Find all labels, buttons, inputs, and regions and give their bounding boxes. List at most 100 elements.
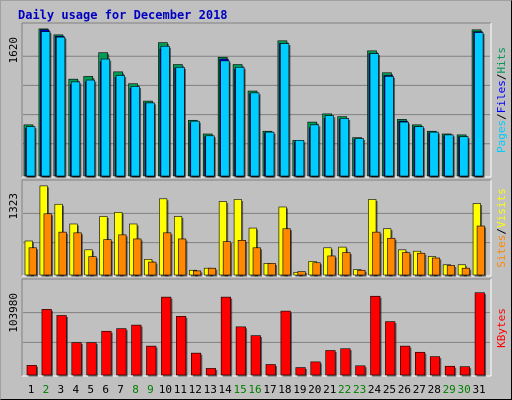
legend-kbytes: KBytes xyxy=(495,308,508,348)
bar-pages-day-26 xyxy=(399,121,409,177)
bar-sites-day-7 xyxy=(118,234,127,276)
bar-sites-day-17 xyxy=(267,263,276,276)
bar-kbytes-day-30 xyxy=(459,366,470,376)
bar-sites-day-15 xyxy=(237,240,246,276)
bar-kbytes-day-23 xyxy=(355,365,366,376)
bar-pages-day-28 xyxy=(429,131,439,177)
bar-sites-day-4 xyxy=(73,232,82,276)
bar-kbytes-day-5 xyxy=(86,342,97,376)
x-tick-label: 18 xyxy=(278,383,291,396)
bar-pages-day-3 xyxy=(56,36,66,177)
bar-sites-day-8 xyxy=(133,238,142,276)
bar-pages-day-21 xyxy=(324,115,335,177)
bar-sites-day-11 xyxy=(178,238,187,276)
x-tick-label: 19 xyxy=(293,383,306,396)
x-tick-label: 4 xyxy=(72,383,79,396)
bar-kbytes-day-4 xyxy=(71,342,82,376)
bar-kbytes-day-12 xyxy=(190,352,202,376)
bar-pages-day-7 xyxy=(115,75,125,177)
x-tick-label: 8 xyxy=(132,383,139,396)
bar-sites-day-14 xyxy=(222,241,231,276)
bar-sites-day-2 xyxy=(43,213,52,276)
bar-pages-day-5 xyxy=(85,79,96,177)
bar-kbytes-day-8 xyxy=(131,324,142,376)
bar-sites-day-19 xyxy=(297,271,306,276)
bar-pages-day-6 xyxy=(100,58,110,177)
bar-kbytes-day-26 xyxy=(400,345,411,376)
x-tick-label: 9 xyxy=(147,383,154,396)
bar-sites-day-6 xyxy=(103,239,112,276)
legend-separator: / xyxy=(495,228,508,235)
x-tick-label: 17 xyxy=(263,383,276,396)
bar-sites-day-26 xyxy=(402,252,411,276)
bar-sites-day-1 xyxy=(28,247,37,276)
y-axis-max-label: 103980 xyxy=(7,293,20,333)
bar-kbytes-day-22 xyxy=(340,348,351,376)
bar-kbytes-day-29 xyxy=(444,365,455,376)
x-tick-label: 6 xyxy=(102,383,109,396)
bar-sites-day-18 xyxy=(282,228,291,276)
bar-pages-day-22 xyxy=(339,118,349,177)
bar-kbytes-day-2 xyxy=(41,309,52,376)
bar-kbytes-day-24 xyxy=(370,295,381,376)
legend-separator: / xyxy=(495,113,508,120)
bar-kbytes-day-28 xyxy=(429,356,441,376)
bar-pages-day-24 xyxy=(369,53,379,177)
x-tick-label: 27 xyxy=(413,383,426,396)
bar-sites-day-16 xyxy=(252,247,261,276)
x-tick-label: 26 xyxy=(398,383,411,396)
bar-kbytes-day-31 xyxy=(474,292,485,376)
bar-pages-day-15 xyxy=(235,66,245,177)
bar-kbytes-day-3 xyxy=(56,315,67,376)
bar-pages-day-2 xyxy=(41,31,51,177)
bar-kbytes-day-21 xyxy=(325,350,336,376)
x-tick-label: 7 xyxy=(117,383,124,396)
x-tick-label: 21 xyxy=(323,383,336,396)
bar-sites-day-27 xyxy=(417,252,426,276)
bar-kbytes-day-13 xyxy=(205,368,217,376)
bar-sites-day-30 xyxy=(461,267,470,276)
legend-sites: Sites xyxy=(495,235,508,268)
bar-pages-day-20 xyxy=(309,124,320,177)
bar-pages-day-13 xyxy=(205,135,215,177)
bar-sites-day-9 xyxy=(148,261,157,276)
x-tick-label: 11 xyxy=(174,383,187,396)
bar-pages-day-30 xyxy=(459,136,469,177)
x-tick-label: 14 xyxy=(219,383,233,396)
legend-hits: Hits xyxy=(495,47,508,74)
legend-files: Files xyxy=(495,80,508,113)
bar-sites-day-3 xyxy=(58,231,67,276)
bar-pages-day-29 xyxy=(444,134,454,177)
legend-visits: Visits xyxy=(495,188,508,228)
bar-pages-day-12 xyxy=(190,120,200,177)
bar-sites-day-22 xyxy=(342,252,351,276)
bar-pages-day-16 xyxy=(250,92,260,177)
x-tick-label: 10 xyxy=(159,383,172,396)
bar-kbytes-day-19 xyxy=(295,367,306,376)
x-tick-label: 15 xyxy=(233,383,246,396)
bar-sites-day-31 xyxy=(476,225,485,276)
x-tick-label: 5 xyxy=(87,383,94,396)
chart-title: Daily usage for December 2018 xyxy=(18,8,228,22)
x-tick-label: 22 xyxy=(338,383,351,396)
bar-kbytes-day-16 xyxy=(250,335,261,376)
bar-pages-day-8 xyxy=(130,86,140,177)
x-tick-label: 24 xyxy=(368,383,382,396)
bar-sites-day-13 xyxy=(207,267,217,276)
bar-sites-day-28 xyxy=(431,257,441,276)
bar-pages-day-25 xyxy=(384,76,394,177)
bar-pages-day-9 xyxy=(145,102,155,177)
bar-sites-day-12 xyxy=(192,270,202,276)
bar-kbytes-day-9 xyxy=(146,345,157,376)
legend-separator: / xyxy=(495,74,508,81)
bar-kbytes-day-25 xyxy=(385,321,396,376)
bar-pages-day-1 xyxy=(26,126,36,177)
x-tick-label: 28 xyxy=(428,383,441,396)
y-axis-max-label: 1323 xyxy=(7,193,20,220)
bar-sites-day-24 xyxy=(372,231,381,276)
bar-kbytes-day-14 xyxy=(220,296,231,376)
bar-pages-day-18 xyxy=(280,43,290,177)
bar-sites-day-20 xyxy=(312,262,321,276)
x-tick-label: 2 xyxy=(43,383,50,396)
